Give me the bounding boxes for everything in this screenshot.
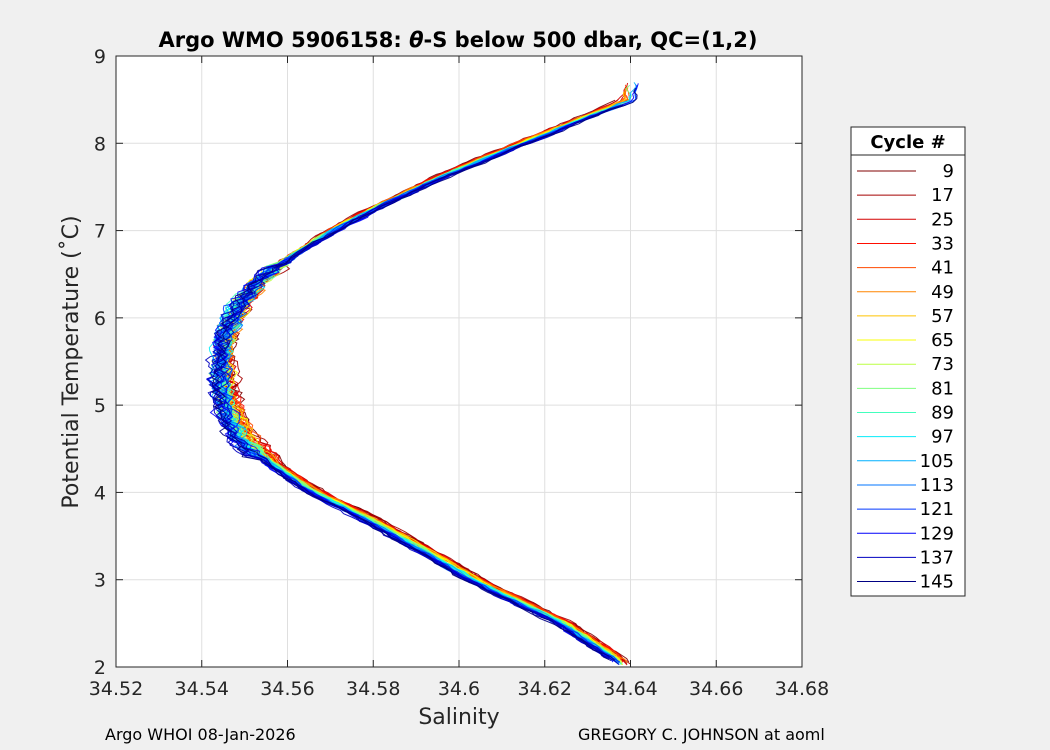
legend-label: 25 xyxy=(931,209,954,230)
legend-label: 33 xyxy=(931,233,954,254)
legend-label: 9 xyxy=(943,161,954,182)
legend-label: 73 xyxy=(931,354,954,375)
legend-label: 113 xyxy=(920,475,954,496)
legend-label: 145 xyxy=(920,572,954,593)
x-tick-label: 34.62 xyxy=(518,678,572,700)
legend-box xyxy=(850,126,966,597)
legend-label: 89 xyxy=(931,403,954,424)
x-tick-label: 34.56 xyxy=(260,678,314,700)
chart-title: Argo WMO 5906158: θ-S below 500 dbar, QC… xyxy=(158,28,757,52)
y-tick-label: 8 xyxy=(94,133,106,155)
x-tick-label: 34.6 xyxy=(438,678,480,700)
y-tick-label: 5 xyxy=(94,395,106,417)
y-tick-label: 6 xyxy=(94,308,106,330)
y-tick-label: 9 xyxy=(94,46,106,68)
x-tick-label: 34.58 xyxy=(346,678,400,700)
y-tick-label: 3 xyxy=(94,570,106,592)
y-axis-label: Potential Temperature (˚C) xyxy=(59,215,84,508)
legend-label: 137 xyxy=(920,547,954,568)
x-tick-label: 34.68 xyxy=(775,678,829,700)
legend-entries: 9 17 25 33 41 49 57 65 73 81 89 97 105 113 121 129 137 14… xyxy=(857,161,954,593)
legend-label: 81 xyxy=(931,378,954,399)
legend-label: 17 xyxy=(931,185,954,206)
x-tick-label: 34.54 xyxy=(175,678,229,700)
profile-lines xyxy=(204,82,639,666)
legend-label: 105 xyxy=(920,451,954,472)
legend-label: 57 xyxy=(931,306,954,327)
profile-line xyxy=(210,87,638,662)
y-tick-label: 7 xyxy=(94,221,106,243)
footer-right-text: GREGORY C. JOHNSON at aoml xyxy=(578,725,825,744)
x-tick-labels: 34.52 34.54 34.56 34.58 34.6 34.62 34.64 34.66 3… xyxy=(89,678,829,700)
legend: Cycle # 9 17 25 33 41 49 57 65 73 81 89 97 105 113 121… xyxy=(850,126,966,597)
legend-label: 121 xyxy=(920,499,954,520)
x-axis-label: Salinity xyxy=(418,705,499,730)
legend-label: 129 xyxy=(920,523,954,544)
legend-title: Cycle # xyxy=(870,132,945,153)
x-tick-label: 34.64 xyxy=(603,678,657,700)
y-tick-label: 2 xyxy=(94,657,106,679)
axis-ticks xyxy=(115,55,803,668)
legend-label: 65 xyxy=(931,330,954,351)
x-tick-label: 34.52 xyxy=(89,678,143,700)
y-tick-label: 4 xyxy=(94,482,106,504)
legend-label: 41 xyxy=(931,258,954,279)
legend-label: 97 xyxy=(931,427,954,448)
footer-left-text: Argo WHOI 08-Jan-2026 xyxy=(105,725,296,744)
x-tick-label: 34.66 xyxy=(689,678,743,700)
y-tick-labels: 2 3 4 5 6 7 8 9 xyxy=(94,46,106,679)
legend-label: 49 xyxy=(931,282,954,303)
